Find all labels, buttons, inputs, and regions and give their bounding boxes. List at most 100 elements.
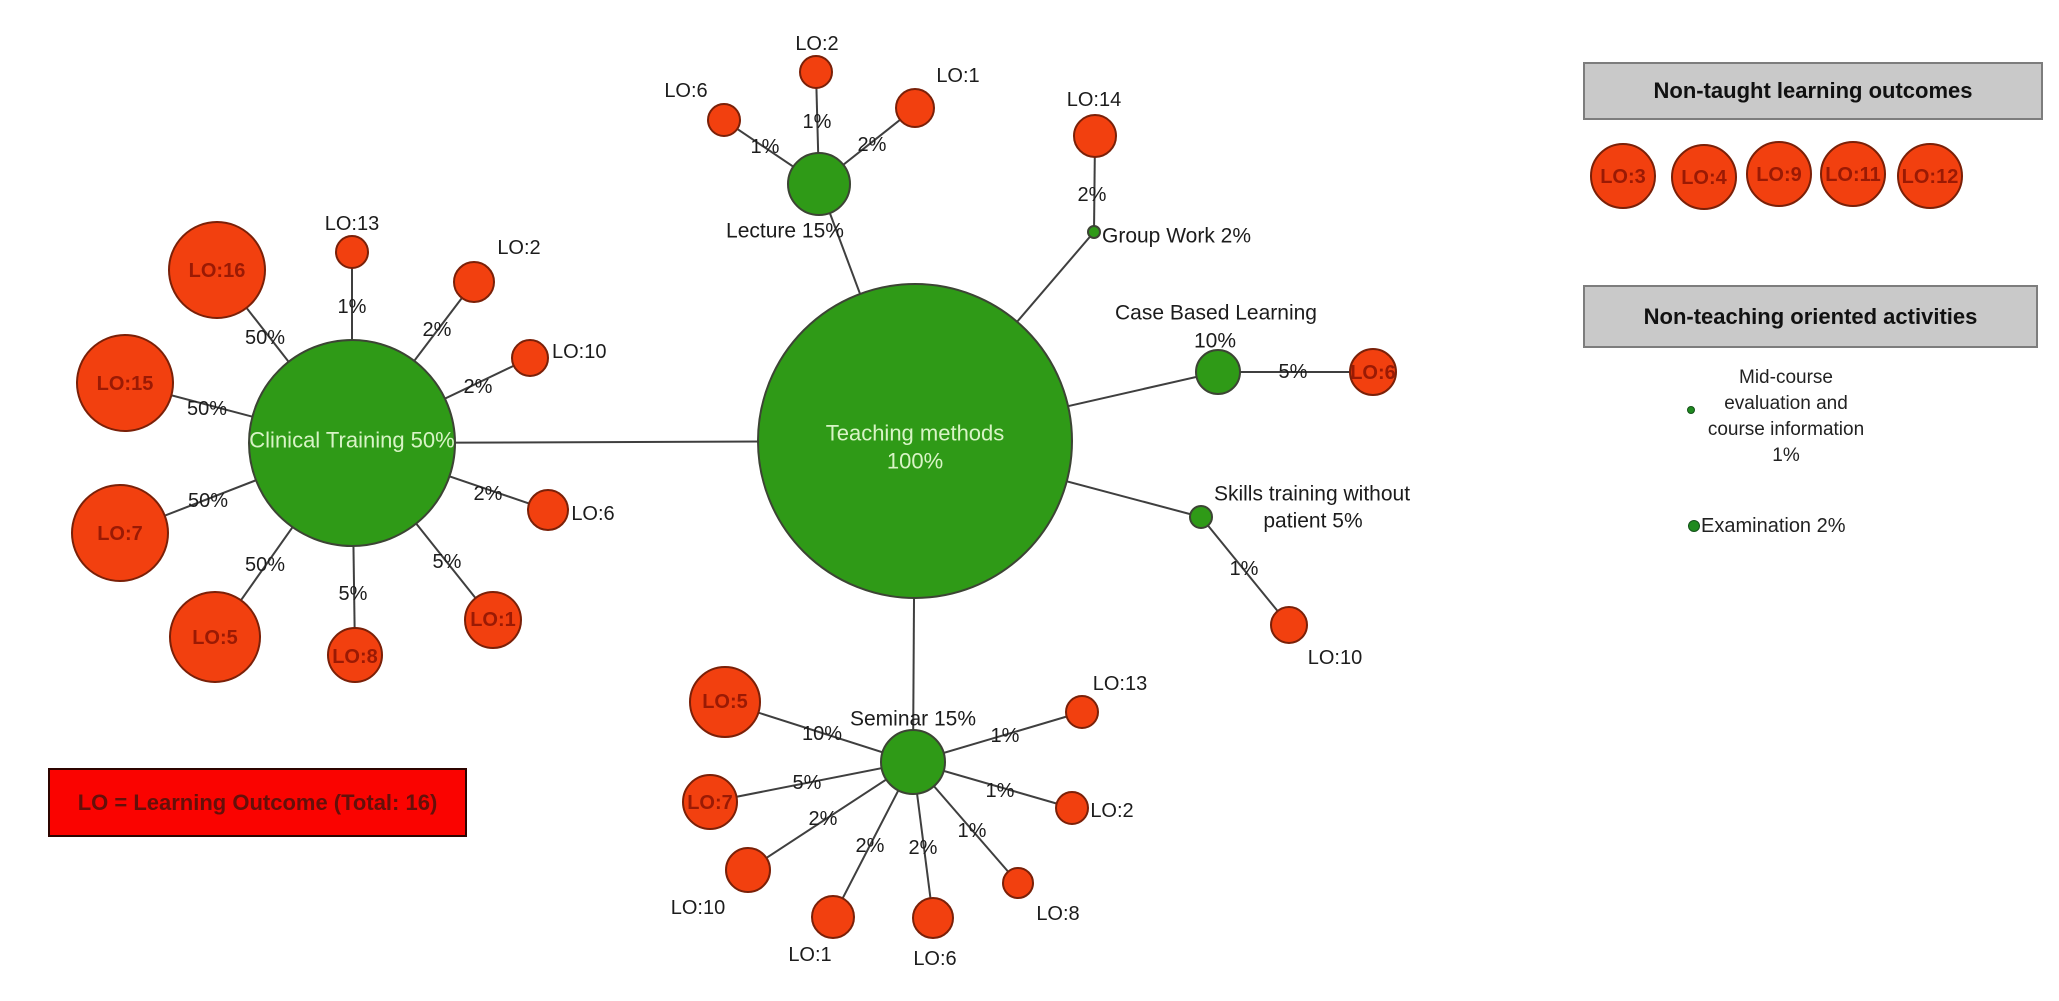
- label-lo-5: LO:5: [702, 691, 748, 713]
- edge-seminar-sem-lo7: [709, 761, 914, 803]
- label-2-: 2%: [858, 134, 887, 156]
- node-lec-lo6: [707, 103, 741, 137]
- label-100-: 100%: [887, 449, 943, 474]
- label-10-: 10%: [802, 723, 842, 745]
- edge-skills-sk-lo10: [1200, 516, 1290, 626]
- node-sem-lo5: [689, 666, 761, 738]
- node-sk-lo10: [1270, 606, 1308, 644]
- label-lo-10: LO:10: [552, 341, 606, 363]
- node-ct-lo6: [527, 489, 569, 531]
- label-group-work-2-: Group Work 2%: [1102, 225, 1251, 248]
- label-lo-13: LO:13: [325, 213, 379, 235]
- label-2-: 2%: [474, 483, 503, 505]
- label-lo-10: LO:10: [671, 897, 725, 919]
- label-2-: 2%: [909, 837, 938, 859]
- label-clinical-training-50-: Clinical Training 50%: [249, 428, 454, 453]
- label-lo-6: LO:6: [1350, 362, 1396, 384]
- node-ct-lo13: [335, 235, 369, 269]
- non-taught-title: Non-taught learning outcomes: [1653, 78, 1973, 103]
- label-1-: 1%: [803, 111, 832, 133]
- node-sem-lo10: [725, 847, 771, 893]
- label-lo-9: LO:9: [1756, 164, 1802, 186]
- node-leg-lo4: [1671, 144, 1737, 210]
- node-leg-lo12: [1897, 143, 1963, 209]
- label-2-: 2%: [464, 376, 493, 398]
- node-ct-lo15: [76, 334, 174, 432]
- label-lo-4: LO:4: [1681, 167, 1727, 189]
- node-cbl: [1195, 349, 1241, 395]
- examination-dot-icon: [1688, 520, 1700, 532]
- label-1-: 1%: [986, 780, 1015, 802]
- label-teaching-methods: Teaching methods: [826, 421, 1005, 446]
- node-ct-lo8: [327, 627, 383, 683]
- lo-abbreviation-note-box: LO = Learning Outcome (Total: 16): [48, 768, 467, 837]
- label-lo-11: LO:11: [1825, 164, 1881, 186]
- label-lo-2: LO:2: [795, 33, 838, 55]
- label-lo-10: LO:10: [1308, 647, 1362, 669]
- node-sem-lo2: [1055, 791, 1089, 825]
- label-lo-5: LO:5: [192, 627, 238, 649]
- label-lo-2: LO:2: [1090, 800, 1133, 822]
- node-leg-lo9: [1746, 141, 1812, 207]
- node-leg-lo11: [1820, 141, 1886, 207]
- node-sem-lo6: [912, 897, 954, 939]
- label-1-: 1%: [991, 725, 1020, 747]
- label-2-: 2%: [856, 835, 885, 857]
- label-patient-5-: patient 5%: [1263, 510, 1362, 533]
- label-50-: 50%: [245, 327, 285, 349]
- lo-abbreviation-note-label: LO = Learning Outcome (Total: 16): [77, 789, 438, 815]
- label-lo-1: LO:1: [936, 65, 979, 87]
- node-ct-lo7: [71, 484, 169, 582]
- node-clinical: [248, 339, 456, 547]
- node-sem-lo8: [1002, 867, 1034, 899]
- label-seminar-15-: Seminar 15%: [850, 708, 976, 731]
- node-ct-lo16: [168, 221, 266, 319]
- label-lecture-15-: Lecture 15%: [726, 220, 844, 243]
- label-1-: 1%: [338, 296, 367, 318]
- label-50-: 50%: [245, 554, 285, 576]
- label-2-: 2%: [809, 808, 838, 830]
- label-5-: 5%: [793, 772, 822, 794]
- mid-course-dot-icon: [1687, 406, 1695, 414]
- node-lec-lo2: [799, 55, 833, 89]
- mid-course-evaluation-label: Mid-course evaluation and course informa…: [1707, 367, 1865, 466]
- label-lo-13: LO:13: [1093, 673, 1147, 695]
- label-lo-1: LO:1: [788, 944, 831, 966]
- non-teaching-title: Non-teaching oriented activities: [1643, 303, 1978, 329]
- label-lo-2: LO:2: [497, 237, 540, 259]
- node-skills: [1189, 505, 1213, 529]
- label-lo-6: LO:6: [913, 948, 956, 970]
- label-lo-14: LO:14: [1067, 89, 1121, 111]
- node-sem-lo7: [682, 774, 738, 830]
- node-gw-lo14: [1073, 114, 1117, 158]
- non-teaching-activities-header: Non-teaching oriented activities: [1583, 285, 2038, 348]
- label-lo-6: LO:6: [664, 80, 707, 102]
- node-sem-lo1: [811, 895, 855, 939]
- label-10-: 10%: [1194, 330, 1236, 353]
- label-50-: 50%: [187, 398, 227, 420]
- node-tm: [757, 283, 1073, 599]
- label-1-: 1%: [958, 820, 987, 842]
- label-2-: 2%: [1078, 184, 1107, 206]
- label-lo-7: LO:7: [97, 523, 143, 545]
- examination-label: Examination 2%: [1701, 515, 1846, 537]
- node-lec-lo1: [895, 88, 935, 128]
- label-1-: 1%: [1230, 558, 1259, 580]
- node-ct-lo1: [464, 591, 522, 649]
- label-lo-15: LO:15: [97, 373, 154, 395]
- label-5-: 5%: [1279, 361, 1308, 383]
- label-lo-6: LO:6: [571, 503, 614, 525]
- node-groupwork: [1087, 225, 1101, 239]
- label-5-: 5%: [339, 583, 368, 605]
- label-5-: 5%: [433, 551, 462, 573]
- label-50-: 50%: [188, 490, 228, 512]
- label-lo-7: LO:7: [687, 792, 733, 814]
- label-lo-3: LO:3: [1600, 166, 1646, 188]
- label-lo-16: LO:16: [189, 260, 246, 282]
- node-seminar: [880, 729, 946, 795]
- non-taught-learning-outcomes-header: Non-taught learning outcomes: [1583, 62, 2043, 120]
- label-2-: 2%: [423, 319, 452, 341]
- label-lo-1: LO:1: [470, 609, 516, 631]
